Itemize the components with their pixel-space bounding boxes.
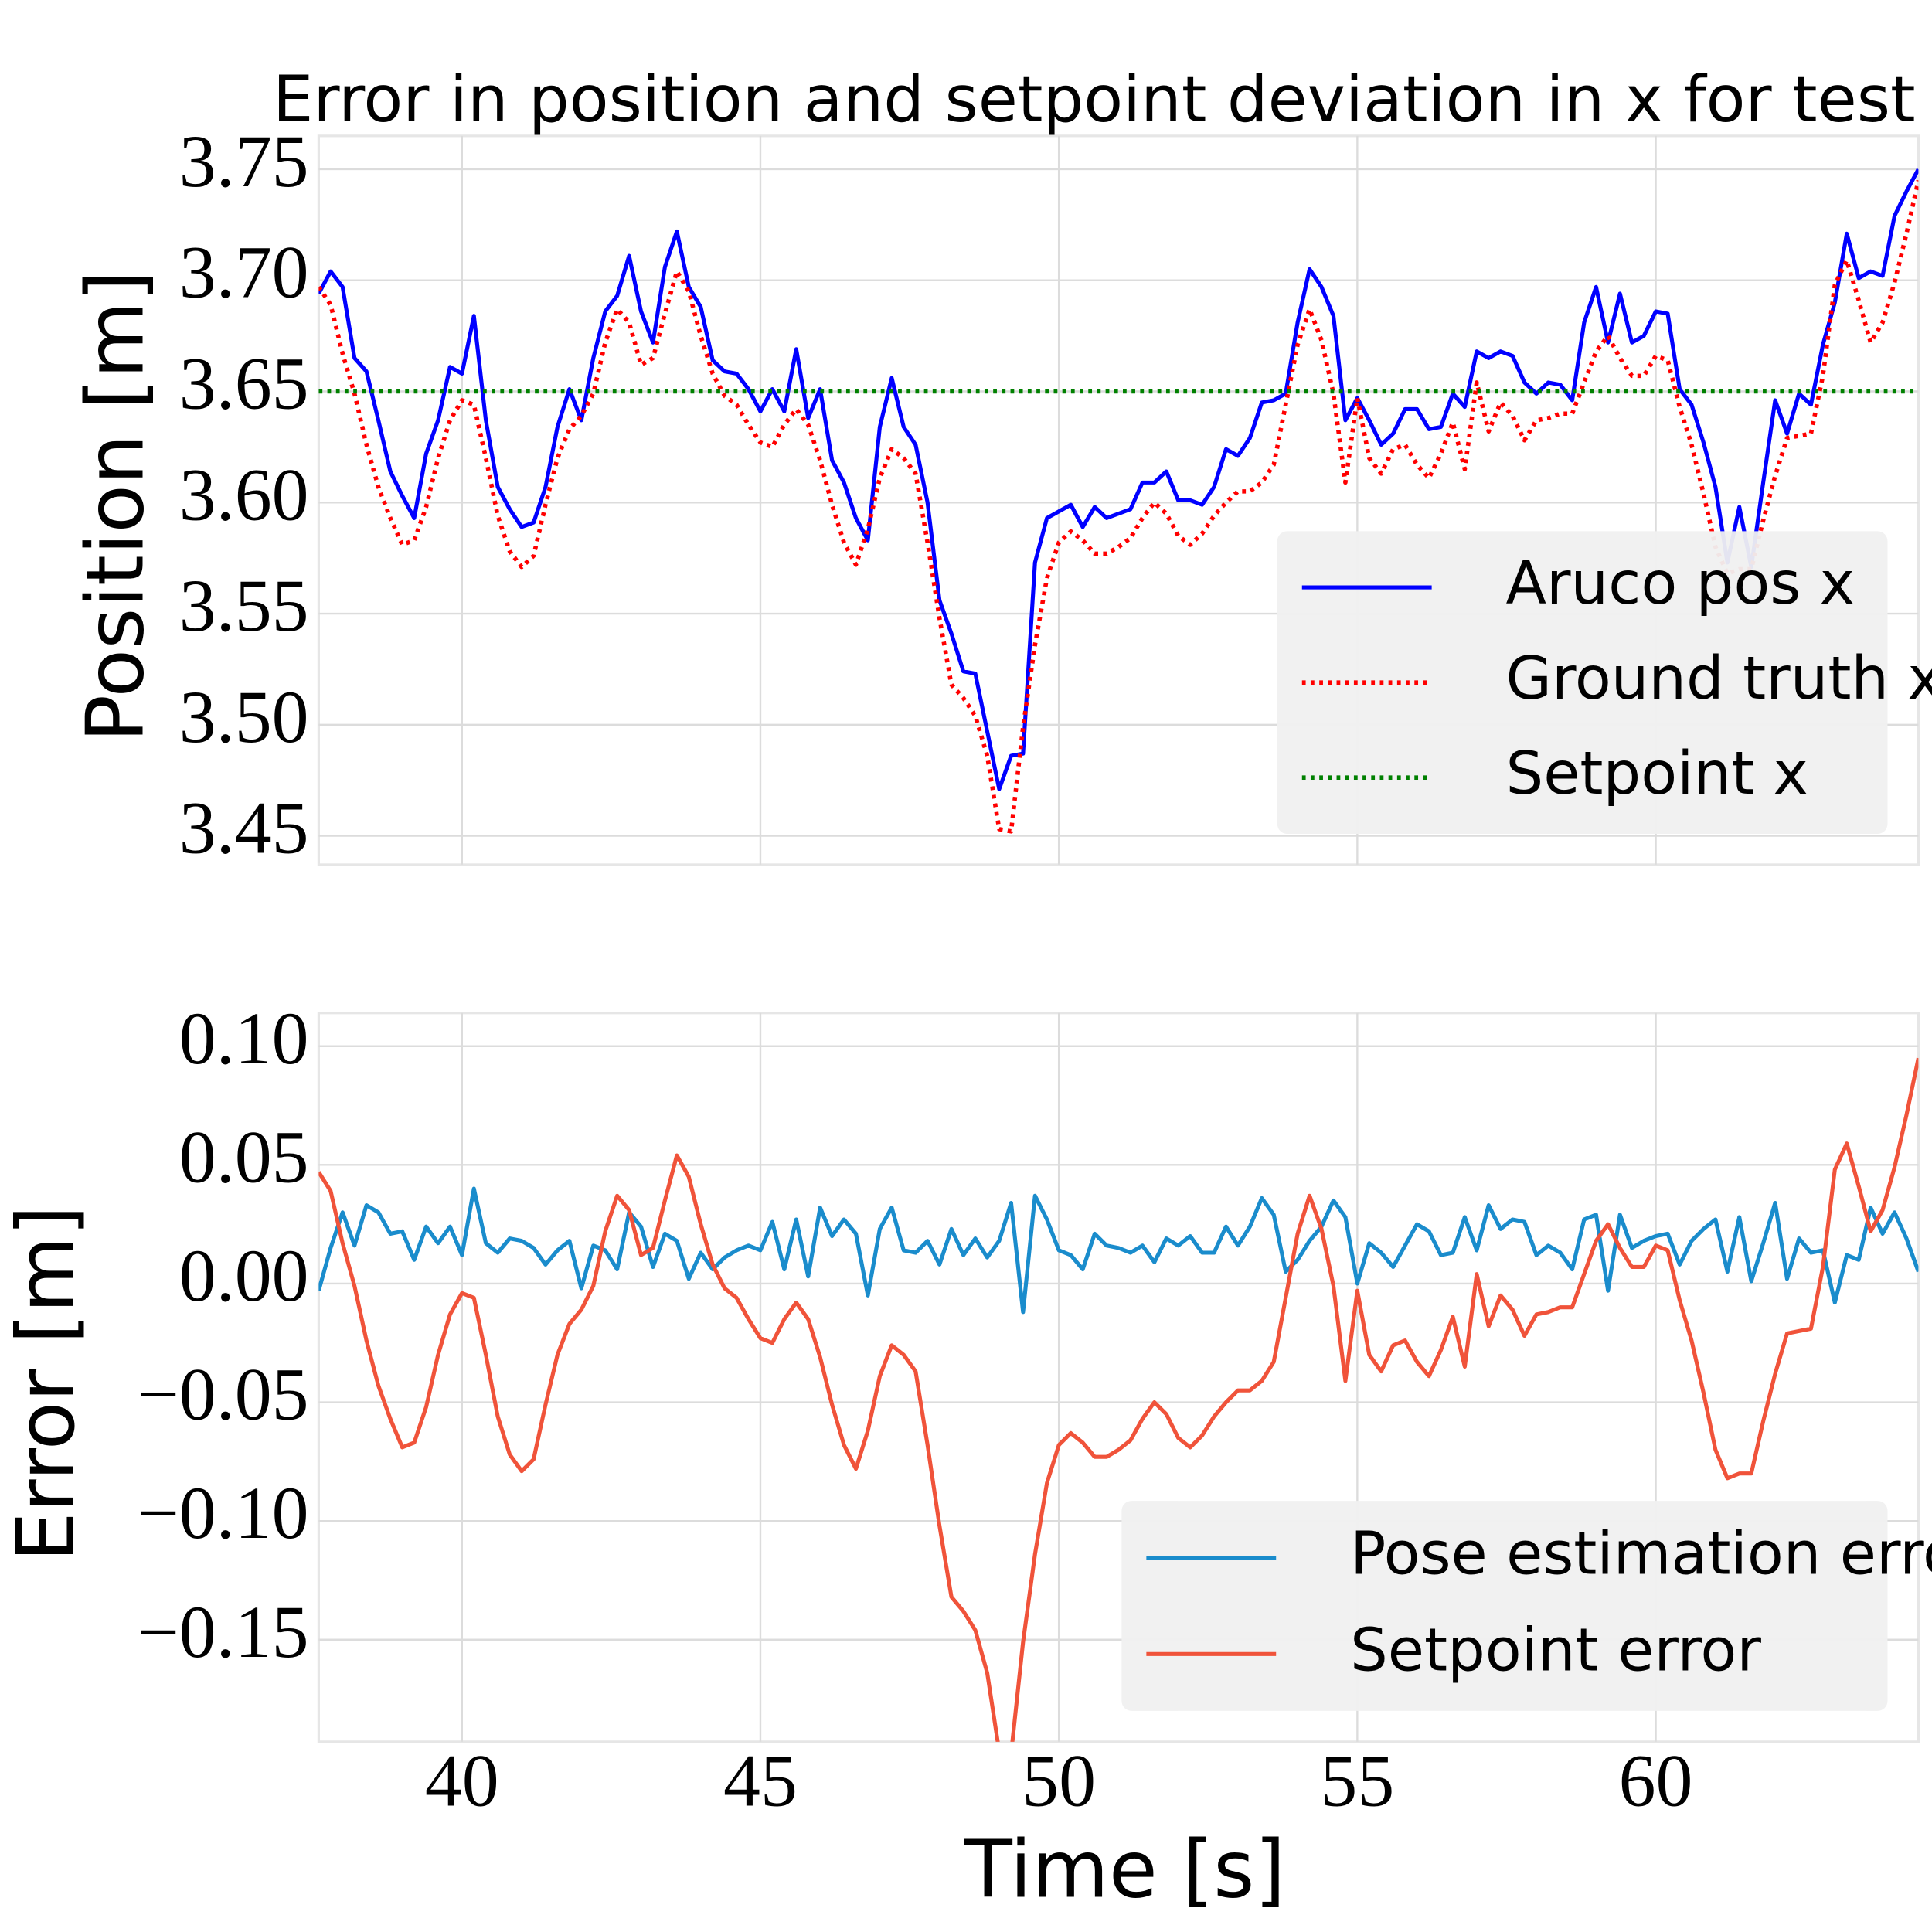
x-tick-label: 50 xyxy=(1022,1740,1096,1822)
series-line xyxy=(318,168,1919,791)
y-tick-label: −0.10 xyxy=(138,1472,309,1554)
y-tick-label: 3.65 xyxy=(179,343,309,425)
chart-title: Error in position and setpoint deviation… xyxy=(273,62,1932,137)
y-tick-label: −0.05 xyxy=(138,1354,309,1436)
y-tick-label: 0.10 xyxy=(179,998,309,1080)
y-axis-label: Error [m] xyxy=(1,1206,93,1562)
y-tick-label: 3.45 xyxy=(179,787,309,869)
legend-box xyxy=(1277,531,1888,834)
legend-label: Ground truth x xyxy=(1506,645,1932,713)
legend-label: Setpoint x xyxy=(1506,740,1808,808)
x-tick-label: 60 xyxy=(1619,1740,1693,1822)
legend-label: Setpoint error xyxy=(1350,1616,1761,1685)
y-tick-label: 0.05 xyxy=(179,1116,309,1198)
y-tick-label: 3.70 xyxy=(179,232,309,314)
y-tick-label: 3.55 xyxy=(179,565,309,647)
x-tick-label: 55 xyxy=(1320,1740,1394,1822)
y-tick-label: 3.50 xyxy=(179,676,309,758)
y-tick-label: 3.60 xyxy=(179,454,309,536)
series-line xyxy=(318,1057,1919,1742)
y-axis-label: Position [m] xyxy=(70,270,162,742)
y-tick-label: −0.15 xyxy=(138,1591,309,1673)
y-tick-label: 0.00 xyxy=(179,1235,309,1317)
legend-label: Aruco pos x xyxy=(1506,549,1855,618)
series-line xyxy=(318,1186,1919,1315)
x-axis-label: Time [s] xyxy=(963,1824,1285,1916)
legend-box xyxy=(1121,1501,1888,1711)
y-tick-label: 3.75 xyxy=(179,121,309,202)
x-tick-label: 40 xyxy=(425,1740,499,1822)
x-tick-label: 45 xyxy=(723,1740,798,1822)
legend-label: Pose estimation error xyxy=(1350,1520,1932,1589)
